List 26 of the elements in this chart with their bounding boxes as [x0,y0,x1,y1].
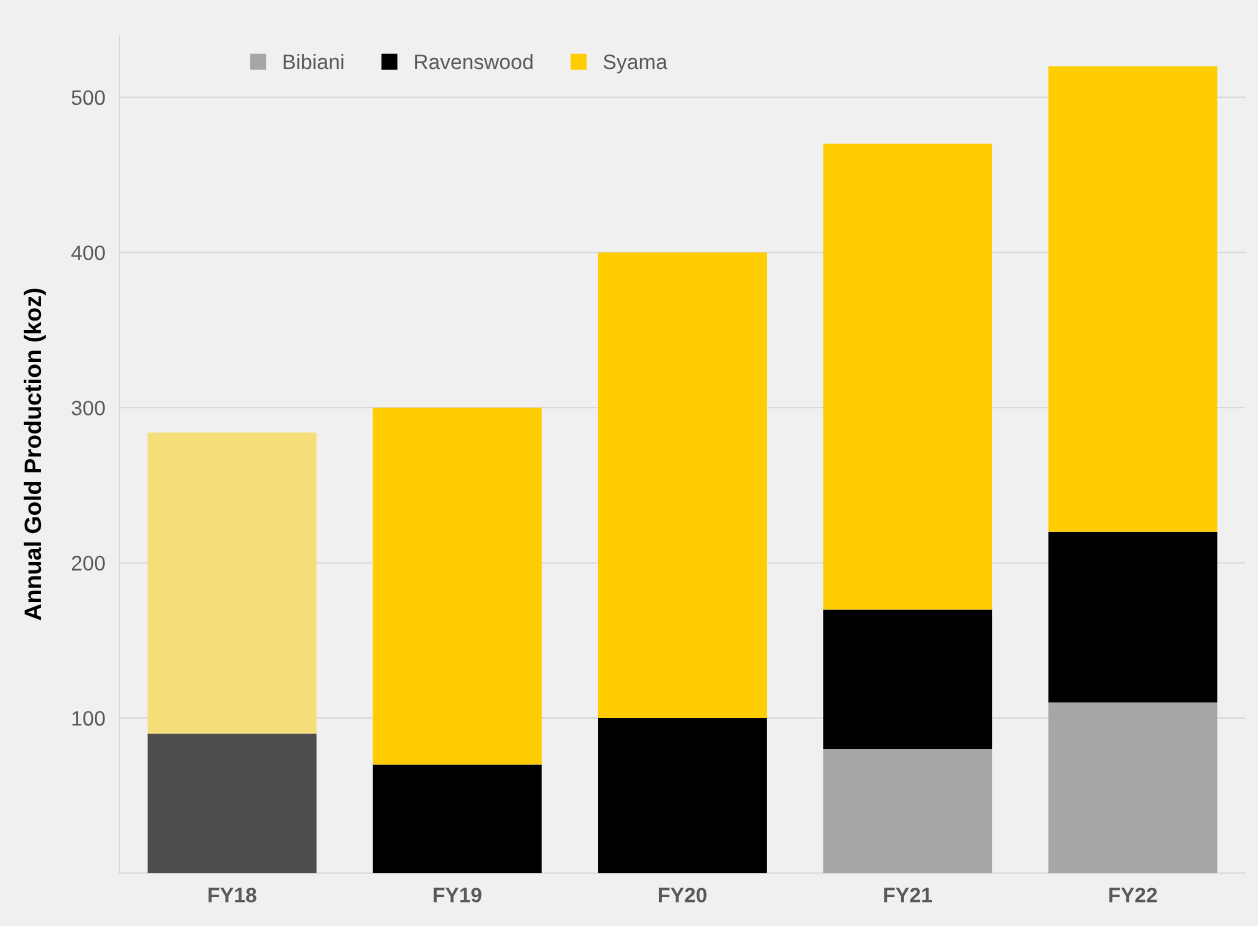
x-tick-label: FY18 [208,887,257,903]
x-tick-label: FY22 [1109,887,1157,903]
y-tick-label: 300 [71,400,105,416]
bar [823,749,993,874]
bar [1048,66,1218,532]
bar [823,143,993,610]
y-tick-label: 500 [71,90,105,106]
bar [147,432,317,734]
legend-label: Ravenswood [415,53,533,70]
bar [372,407,542,765]
bar [1048,702,1218,874]
y-tick-label: 200 [71,555,105,571]
bar [598,718,767,874]
bar [1048,531,1218,703]
bar [598,252,767,719]
x-tick-label: FY19 [433,887,482,903]
bar [372,764,542,874]
x-tick-label: FY20 [658,887,707,903]
legend-label: Syama [603,54,668,74]
legend-label: Bibiani [283,53,344,70]
y-tick-label: 100 [72,711,105,726]
y-axis-title: Annual Gold Production (koz) [23,288,46,621]
bar [823,609,993,750]
y-tick-label: 400 [71,245,105,261]
x-tick-label: FY21 [884,887,932,903]
bar [147,733,317,874]
